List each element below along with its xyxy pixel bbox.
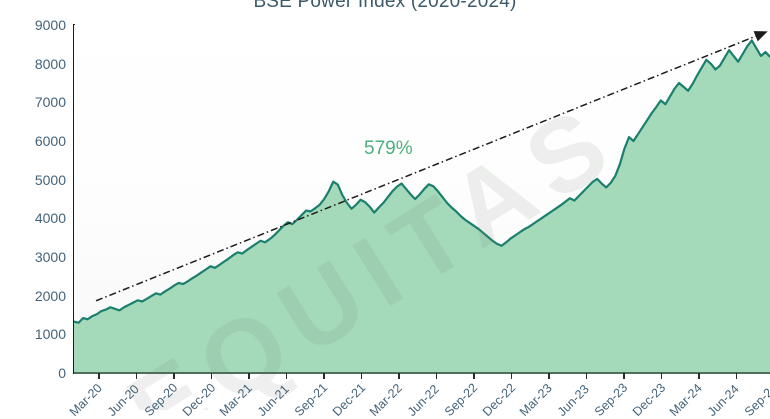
- x-axis-tick-label: Jun-21: [254, 382, 292, 419]
- y-axis-tick-label: 4000: [34, 210, 66, 227]
- trendline-arrow-head: [753, 31, 768, 42]
- x-axis-tick-mark: [210, 373, 213, 379]
- x-axis-tick-mark: [735, 373, 738, 379]
- x-axis-tick-mark: [698, 373, 700, 379]
- x-axis-tick-label: Mar-23: [517, 381, 556, 419]
- x-axis-tick-mark: [398, 373, 400, 379]
- x-axis-tick-label: Jun-23: [554, 382, 592, 419]
- x-axis-tick-mark: [435, 373, 438, 379]
- x-axis-tick-label: Mar-22: [367, 381, 405, 419]
- trendline: [95, 32, 765, 302]
- x-axis-tick-mark: [248, 373, 250, 379]
- y-axis-tick-label: 7000: [34, 94, 66, 111]
- x-axis-tick-label: Sep-20: [141, 380, 181, 419]
- x-axis-tick-mark: [285, 373, 288, 379]
- x-axis-tick-label: Mar-21: [216, 381, 255, 419]
- x-axis-tick-label: Sep-21: [291, 380, 331, 419]
- plot-area: [74, 25, 770, 373]
- x-axis-tick-mark: [548, 373, 550, 379]
- y-axis-tick-label: 3000: [34, 249, 66, 265]
- x-axis-tick-mark: [360, 373, 363, 379]
- x-axis-tick-label: Sep-23: [592, 380, 631, 419]
- x-axis-tick-label: Jun-20: [104, 382, 142, 419]
- x-axis-tick-mark: [623, 373, 625, 379]
- chart-container: BSE Power Index (2020-2024) EQUITAS 579%…: [34, 0, 770, 419]
- x-axis-tick-label: Dec-20: [179, 380, 218, 419]
- x-axis-tick-label: Jun-22: [404, 382, 442, 419]
- x-axis-tick-mark: [135, 373, 138, 379]
- area-fill-path: [74, 40, 770, 373]
- y-axis-tick-label: 6000: [34, 133, 66, 149]
- y-axis-tick-label: 0: [58, 365, 66, 381]
- x-axis-tick-mark: [585, 373, 588, 379]
- x-axis-tick-label: Dec-22: [479, 380, 518, 419]
- y-axis-tick-label: 1000: [34, 326, 66, 343]
- x-axis-line: [74, 372, 770, 374]
- x-axis-tick-mark: [473, 373, 475, 379]
- y-axis-tick-label: 8000: [34, 55, 66, 72]
- x-axis-tick-mark: [660, 373, 663, 379]
- line-series-path: [74, 39, 770, 324]
- x-axis-tick-label: Sep-24: [742, 380, 770, 419]
- growth-percent-annotation: 579%: [364, 138, 413, 159]
- x-axis-tick-label: Mar-20: [66, 381, 105, 419]
- x-axis-tick-label: Jun-24: [704, 382, 742, 419]
- trendline-group: [95, 31, 768, 302]
- x-axis-tick-mark: [173, 373, 175, 379]
- x-axis-tick-label: Mar-24: [667, 381, 706, 419]
- y-axis-tick-label: 9000: [34, 17, 66, 33]
- data-series-area-chart: [74, 31, 770, 373]
- y-axis-tick-label: 2000: [34, 287, 66, 304]
- y-axis-tick-label: 5000: [34, 171, 66, 188]
- x-axis-tick-label: Sep-22: [442, 380, 481, 419]
- chart-title: BSE Power Index (2020-2024): [253, 0, 517, 12]
- x-axis-tick-mark: [510, 373, 513, 379]
- x-axis-tick-label: Dec-21: [329, 380, 368, 419]
- x-axis-tick-label: Dec-23: [629, 380, 669, 419]
- x-axis-tick-mark: [323, 373, 325, 379]
- x-axis-tick-mark: [98, 373, 100, 379]
